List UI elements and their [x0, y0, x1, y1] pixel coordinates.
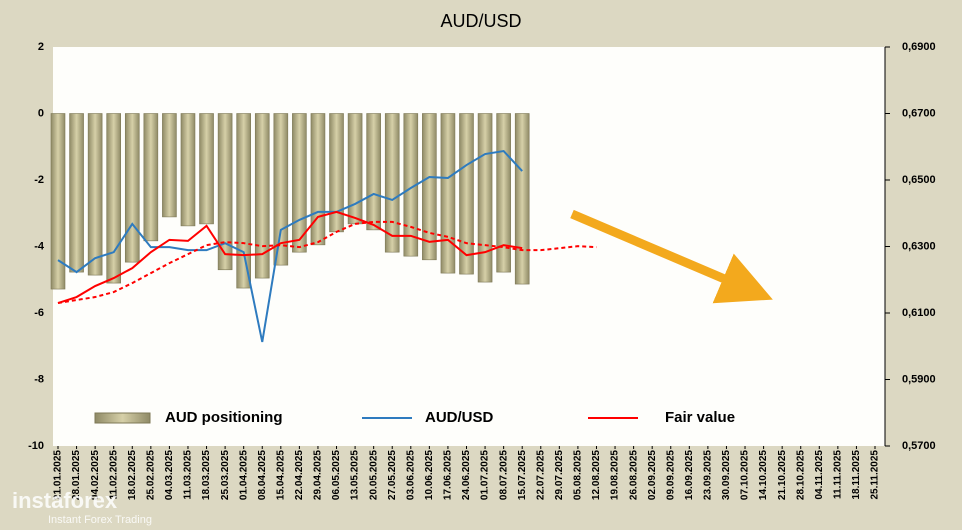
- x-tick-label: 14.10.2025: [758, 450, 769, 500]
- x-tick-label: 30.09.2025: [721, 450, 732, 500]
- x-tick-label: 09.09.2025: [665, 450, 676, 500]
- x-tick-label: 16.09.2025: [684, 450, 695, 500]
- y-tick-label: -6: [34, 307, 44, 319]
- x-tick-label: 04.11.2025: [814, 450, 825, 500]
- x-tick-label: 18.02.2025: [127, 450, 138, 500]
- x-tick-label: 08.04.2025: [257, 450, 268, 500]
- y2-tick-label: 0,6700: [902, 107, 936, 119]
- bar: [496, 113, 511, 273]
- legend-label: Fair value: [665, 409, 735, 426]
- y2-tick-label: 0,6300: [902, 240, 936, 252]
- bar: [366, 113, 381, 231]
- legend-label: AUD positioning: [165, 409, 282, 426]
- x-tick-label: 12.08.2025: [591, 450, 602, 500]
- chart-title: AUD/USD: [440, 11, 521, 31]
- y2-tick-label: 0,5700: [902, 440, 936, 452]
- x-tick-label: 27.05.2025: [387, 450, 398, 500]
- dashed-line: [57, 220, 597, 305]
- legend-label: AUD/USD: [425, 409, 494, 426]
- bar: [69, 113, 84, 273]
- x-tick-label: 15.04.2025: [275, 450, 286, 500]
- x-tick-label: 06.05.2025: [331, 450, 342, 500]
- x-tick-label: 11.11.2025: [833, 450, 844, 499]
- bar: [440, 113, 456, 274]
- x-tick-label: 11.03.2025: [183, 450, 194, 500]
- x-tick-label: 18.11.2025: [851, 450, 862, 500]
- bar: [310, 113, 326, 246]
- x-tick-label: 28.01.2025: [71, 450, 82, 500]
- x-tick-label: 26.08.2025: [628, 450, 639, 500]
- x-tick-label: 07.10.2025: [740, 450, 751, 500]
- x-tick-label: 25.11.2025: [870, 450, 881, 500]
- bar: [477, 113, 493, 283]
- y2-tick-label: 0,6500: [902, 174, 936, 186]
- x-tick-label: 21.10.2025: [777, 450, 788, 500]
- x-tick-label: 19.08.2025: [610, 450, 621, 500]
- x-tick-label: 25.02.2025: [145, 450, 156, 500]
- x-tick-label: 01.04.2025: [238, 450, 249, 500]
- trend-arrow: [570, 209, 773, 304]
- bar: [124, 113, 140, 263]
- bar: [459, 113, 474, 275]
- x-tick-label: 20.05.2025: [368, 450, 379, 500]
- x-tick-label: 29.04.2025: [313, 450, 324, 500]
- x-tick-label: 02.09.2025: [647, 450, 658, 500]
- bar: [87, 113, 103, 276]
- bar: [514, 113, 530, 285]
- y2-tick-label: 0,6900: [902, 41, 936, 53]
- x-tick-label: 03.06.2025: [405, 450, 416, 500]
- y-tick-label: 2: [38, 41, 44, 53]
- x-tick-label: 10.06.2025: [424, 450, 435, 500]
- x-tick-label: 22.07.2025: [535, 450, 546, 500]
- x-tick-label: 18.03.2025: [201, 450, 212, 500]
- x-tick-label: 13.05.2025: [350, 450, 361, 500]
- watermark-brand: instaforex: [12, 488, 118, 513]
- x-tick-label: 28.10.2025: [795, 450, 806, 500]
- x-tick-label: 08.07.2025: [498, 450, 509, 500]
- y-tick-label: -2: [34, 174, 44, 186]
- x-tick-label: 23.09.2025: [703, 450, 714, 500]
- line: [57, 210, 523, 304]
- bar: [254, 113, 270, 279]
- bar: [236, 113, 251, 289]
- y-tick-label: -8: [34, 373, 44, 385]
- bar: [199, 113, 214, 225]
- bar: [422, 113, 437, 261]
- x-tick-label: 22.04.2025: [294, 450, 305, 500]
- bar: [50, 113, 66, 290]
- bar: [292, 113, 307, 253]
- x-tick-label: 01.07.2025: [480, 450, 491, 500]
- y2-tick-label: 0,5900: [902, 373, 936, 385]
- y-tick-label: -4: [34, 240, 45, 252]
- x-tick-label: 04.03.2025: [164, 450, 175, 500]
- legend-swatch: [94, 412, 151, 424]
- bar: [217, 113, 233, 271]
- x-tick-label: 04.02.2025: [90, 450, 101, 500]
- bar: [384, 113, 400, 253]
- bar: [180, 113, 196, 227]
- bar: [143, 113, 159, 242]
- x-tick-label: 25.03.2025: [220, 450, 231, 500]
- bar: [347, 113, 363, 225]
- x-tick-label: 11.02.2025: [108, 450, 119, 500]
- line: [57, 149, 523, 343]
- y-tick-label: 0: [38, 107, 44, 119]
- y-tick-label: -10: [28, 440, 44, 452]
- y2-tick-label: 0,6100: [902, 307, 936, 319]
- x-tick-label: 21.01.2025: [53, 450, 64, 500]
- x-tick-label: 29.07.2025: [554, 450, 565, 500]
- x-tick-label: 17.06.2025: [443, 450, 454, 500]
- x-tick-label: 05.08.2025: [573, 450, 584, 500]
- x-tick-label: 24.06.2025: [461, 450, 472, 500]
- bar: [162, 113, 177, 218]
- x-tick-label: 15.07.2025: [517, 450, 528, 500]
- bar: [106, 113, 122, 284]
- watermark-tagline: Instant Forex Trading: [48, 514, 152, 526]
